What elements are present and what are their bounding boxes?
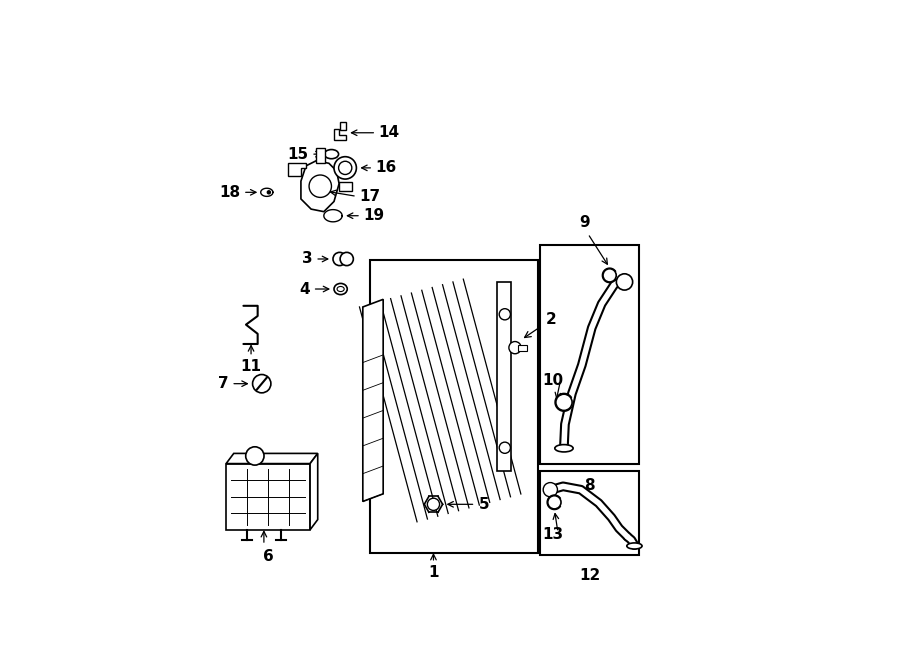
Circle shape bbox=[340, 253, 354, 266]
Circle shape bbox=[333, 253, 346, 266]
Polygon shape bbox=[334, 129, 346, 140]
Text: 10: 10 bbox=[543, 373, 563, 388]
Ellipse shape bbox=[324, 149, 338, 159]
Bar bbox=[540, 471, 639, 555]
Circle shape bbox=[253, 375, 271, 393]
Circle shape bbox=[309, 175, 331, 198]
Polygon shape bbox=[261, 188, 273, 196]
Text: 15: 15 bbox=[287, 147, 309, 162]
Circle shape bbox=[428, 498, 439, 510]
Ellipse shape bbox=[338, 286, 344, 292]
Text: 5: 5 bbox=[479, 497, 490, 512]
Text: 1: 1 bbox=[428, 565, 438, 580]
Circle shape bbox=[508, 342, 521, 354]
Bar bbox=[540, 245, 639, 463]
Circle shape bbox=[500, 442, 510, 453]
Circle shape bbox=[548, 496, 561, 509]
Circle shape bbox=[556, 394, 572, 410]
Text: 8: 8 bbox=[584, 478, 595, 493]
Polygon shape bbox=[310, 453, 318, 529]
Circle shape bbox=[603, 269, 616, 282]
Ellipse shape bbox=[626, 543, 642, 549]
Bar bbox=[316, 148, 326, 163]
Polygon shape bbox=[363, 299, 383, 502]
Text: 19: 19 bbox=[364, 208, 384, 223]
Text: 18: 18 bbox=[220, 185, 240, 200]
Text: 14: 14 bbox=[379, 126, 400, 140]
Bar bbox=[370, 260, 537, 553]
Text: 12: 12 bbox=[579, 568, 600, 583]
Ellipse shape bbox=[554, 445, 573, 452]
Circle shape bbox=[334, 157, 356, 179]
Text: 16: 16 bbox=[375, 161, 397, 175]
Text: 4: 4 bbox=[300, 282, 310, 297]
Bar bbox=[497, 282, 511, 471]
Ellipse shape bbox=[334, 284, 347, 295]
Polygon shape bbox=[324, 210, 342, 222]
Bar bbox=[340, 122, 346, 130]
Text: 3: 3 bbox=[302, 251, 312, 266]
Text: 2: 2 bbox=[525, 313, 556, 338]
Circle shape bbox=[338, 161, 352, 175]
Polygon shape bbox=[301, 161, 339, 212]
Circle shape bbox=[500, 309, 510, 320]
Polygon shape bbox=[226, 463, 310, 529]
Circle shape bbox=[246, 447, 264, 465]
Bar bbox=[518, 344, 526, 351]
Bar bbox=[339, 182, 352, 191]
Circle shape bbox=[544, 483, 557, 497]
Text: 17: 17 bbox=[359, 189, 381, 204]
Text: 6: 6 bbox=[263, 549, 274, 564]
Text: 13: 13 bbox=[543, 527, 563, 542]
Text: 9: 9 bbox=[580, 215, 590, 231]
Text: 11: 11 bbox=[240, 360, 262, 374]
Text: 7: 7 bbox=[218, 376, 229, 391]
Circle shape bbox=[267, 191, 270, 194]
Polygon shape bbox=[226, 453, 318, 463]
Polygon shape bbox=[288, 163, 306, 176]
Circle shape bbox=[616, 274, 633, 290]
